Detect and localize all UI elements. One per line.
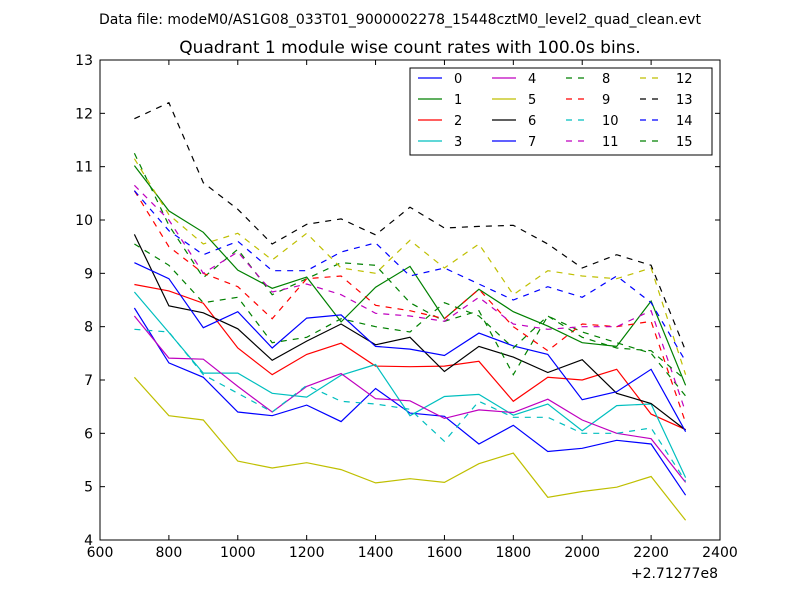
- x-tick-label: 2000: [564, 545, 600, 561]
- legend-label: 8: [602, 72, 610, 87]
- series-10-line: [134, 328, 687, 482]
- legend-label: 2: [454, 114, 462, 129]
- y-tick-label: 9: [84, 266, 93, 282]
- legend-label: 11: [602, 135, 619, 150]
- chart-title: Quadrant 1 module wise count rates with …: [179, 38, 640, 58]
- y-tick-label: 5: [84, 480, 93, 496]
- series-layer: [133, 101, 687, 521]
- x-tick-label: 1400: [358, 545, 394, 561]
- y-tick-label: 10: [75, 213, 93, 229]
- plot-frame: [99, 59, 721, 541]
- y-tick-label: 11: [75, 160, 93, 176]
- legend-label: 7: [528, 135, 536, 150]
- series-4-line: [133, 315, 687, 483]
- legend-label: 13: [676, 93, 693, 108]
- legend-label: 0: [454, 72, 462, 87]
- series-5-line: [133, 376, 687, 521]
- y-tick-label: 13: [75, 53, 93, 69]
- legend-label: 14: [676, 114, 693, 129]
- legend-label: 4: [528, 72, 536, 87]
- y-tick-label: 8: [84, 320, 93, 336]
- x-offset-label: +2.71277e8: [631, 566, 718, 582]
- y-tick-label: 7: [84, 373, 93, 389]
- series-9-line: [133, 190, 687, 423]
- y-tick-label: 4: [84, 533, 93, 549]
- series-8-line: [133, 153, 687, 397]
- series-6-line: [133, 234, 686, 431]
- chart-suptitle: Data file: modeM0/AS1G08_033T01_90000022…: [99, 12, 701, 28]
- x-tick-label: 1200: [289, 545, 325, 561]
- legend-label: 10: [602, 114, 619, 129]
- legend-label: 12: [676, 72, 693, 87]
- series-3-line: [133, 291, 687, 478]
- series-0-line: [133, 307, 687, 496]
- y-tick-label: 12: [75, 106, 93, 122]
- legend-label: 6: [528, 114, 536, 129]
- series-1-line: [133, 165, 687, 386]
- series-7-line: [134, 262, 687, 432]
- x-tick-label: 2200: [633, 545, 669, 561]
- legend-label: 5: [528, 93, 536, 108]
- series-14-line: [133, 190, 687, 362]
- x-tick-label: 2400: [702, 545, 738, 561]
- ticks-layer: 600 800 1000 1200 1400 1600 1800 2000 2200 2400 4 5…: [75, 53, 738, 561]
- x-tick-label: 1600: [427, 545, 463, 561]
- x-tick-label: 1800: [496, 545, 532, 561]
- legend-label: 9: [602, 93, 610, 108]
- x-tick-label: 600: [87, 545, 114, 561]
- series-12-line: [133, 158, 687, 375]
- series-11-line: [133, 184, 687, 413]
- series-15-line: [134, 243, 686, 381]
- x-tick-label: 1000: [220, 545, 256, 561]
- x-tick-label: 800: [156, 545, 183, 561]
- legend-label: 3: [454, 135, 462, 150]
- legend-label: 15: [676, 135, 693, 150]
- series-13-line: [134, 101, 687, 351]
- legend-box: [409, 67, 713, 156]
- series-2-line: [134, 283, 686, 431]
- y-tick-label: 6: [84, 426, 93, 442]
- legend-label: 1: [454, 93, 462, 108]
